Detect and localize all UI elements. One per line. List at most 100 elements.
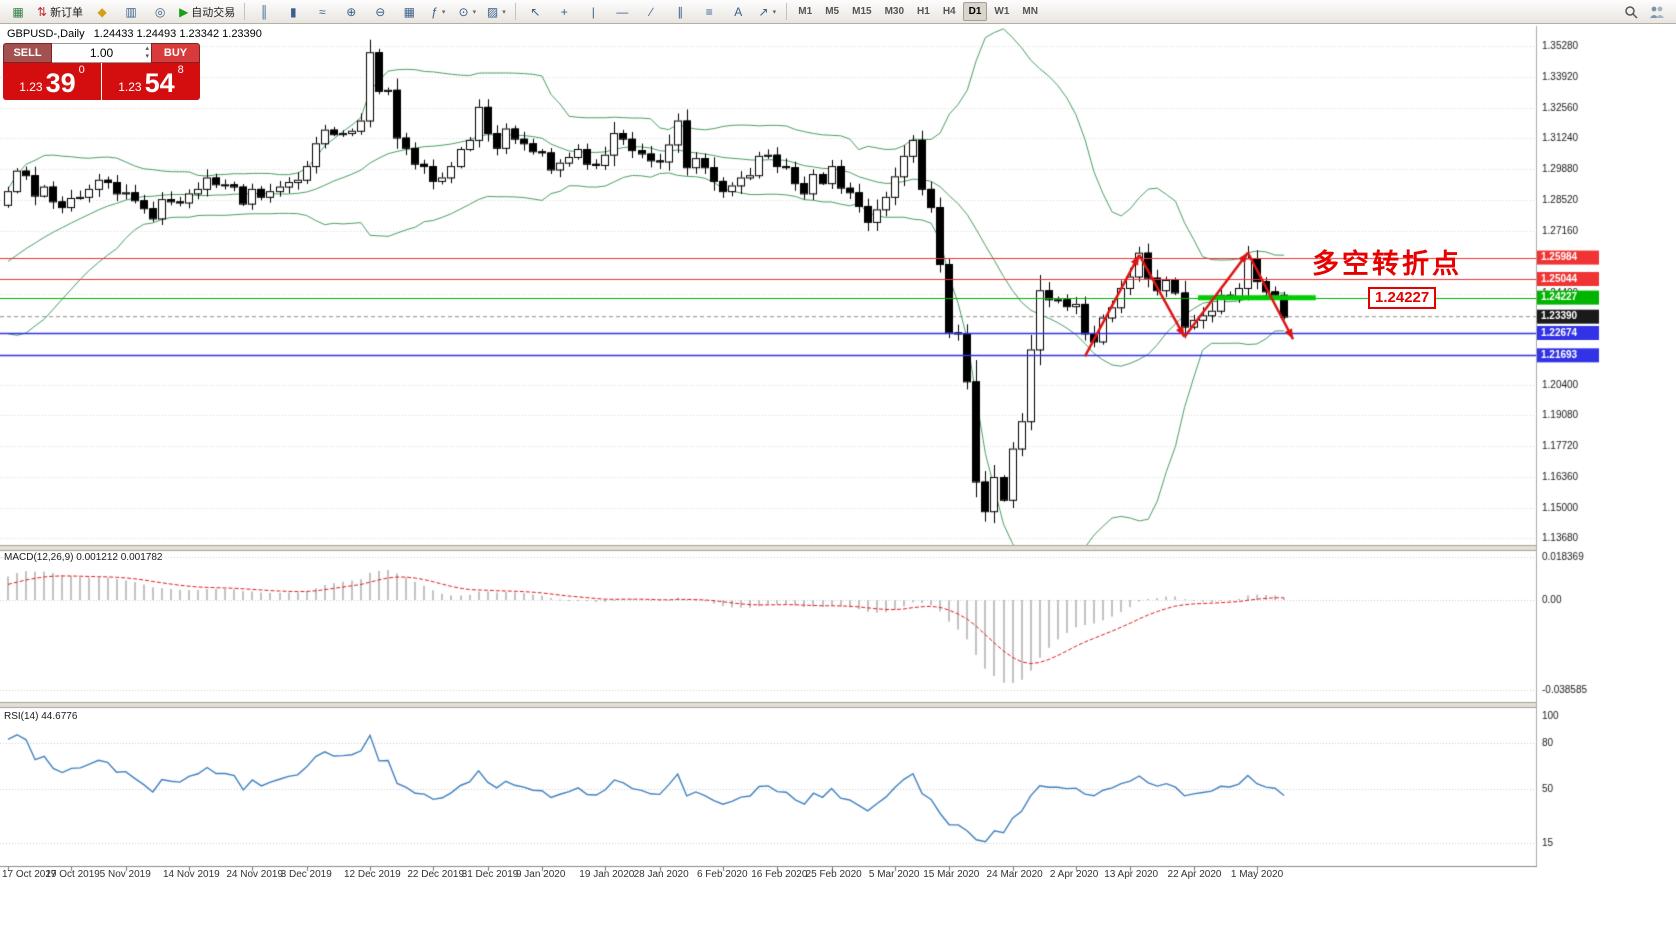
toolbar-separator <box>515 3 517 20</box>
toolbar-metaeditor-button[interactable]: ◆ <box>88 1 116 23</box>
toolbar-navigator-button[interactable]: ◎ <box>146 1 174 23</box>
cursor-icon: ↖ <box>530 4 541 19</box>
autotrading-label: 自动交易 <box>191 6 236 19</box>
volume-spinner[interactable]: ▴ ▾ <box>145 45 149 61</box>
macd-indicator-label: MACD(12,26,9) 0.001212 0.001782 <box>4 552 163 563</box>
indicators-icon: ƒ <box>431 4 438 19</box>
time-axis[interactable]: 17 Oct 2019 27 Oct 2019 5 Nov 2019 14 Nov 2… <box>0 869 1676 883</box>
toolbar-left-group: ▦ ⇅ 新订单 ◆ ▥ ◎ ▶ 自动交易 <box>4 1 239 23</box>
community-icon <box>1650 6 1664 18</box>
timeframe-m15-button[interactable]: M15 <box>852 6 872 17</box>
toolbar-equidistant-channel-button[interactable]: ∥ <box>666 1 694 23</box>
tile-windows-icon: ▦ <box>403 4 415 19</box>
navigator-icon: ◎ <box>154 4 166 19</box>
volume-value: 1.00 <box>89 46 114 60</box>
timeframe-mn-button[interactable]: MN <box>1022 6 1038 17</box>
date-label: 24 Mar 2020 <box>986 869 1043 880</box>
sell-button[interactable]: SELL <box>3 43 52 63</box>
toolbar-crosshair-button[interactable]: + <box>550 1 578 23</box>
timeframe-d1-button[interactable]: D1 <box>962 2 988 21</box>
text-icon: A <box>734 4 743 19</box>
search-icon <box>1625 5 1638 19</box>
volume-input[interactable]: 1.00 ▴ ▾ <box>52 43 151 63</box>
date-label: 1 May 2020 <box>1230 869 1284 880</box>
timeframe-m1-button[interactable]: M1 <box>798 6 813 17</box>
periods-caret-icon: ▾ <box>472 8 477 16</box>
date-label: 22 Dec 2019 <box>407 869 465 880</box>
price-callout-box: 1.24227 <box>1368 287 1437 309</box>
toolbar-periods-button[interactable]: ⊙ ▾ <box>453 1 481 23</box>
new-order-label: 新订单 <box>50 6 84 19</box>
toolbar-timeframe-group: M1 M5 M15 M30 H1 H4 D1 W1 MN <box>792 2 1044 21</box>
ask-pip-digit: 8 <box>177 64 184 76</box>
toolbar-new-chart-button[interactable]: ▦ <box>4 1 32 23</box>
date-label: 6 Feb 2020 <box>696 869 748 880</box>
toolbar-zoom-out-button[interactable]: ⊖ <box>366 1 394 23</box>
templates-icon: ▨ <box>486 4 499 19</box>
date-label: 24 Nov 2019 <box>226 869 284 880</box>
buy-button[interactable]: BUY <box>151 43 200 63</box>
toolbar-arrows-button[interactable]: ↗ ▾ <box>753 1 781 23</box>
equidistant-channel-icon: ∥ <box>677 4 684 19</box>
timeframe-m30-button[interactable]: M30 <box>884 6 905 17</box>
toolbar-vertical-line-button[interactable]: | <box>579 1 607 23</box>
toolbar-horizontal-line-button[interactable]: — <box>608 1 636 23</box>
ask-prefix: 1.23 <box>118 80 142 94</box>
date-label: 15 Mar 2020 <box>923 869 980 880</box>
new-order-icon: ⇅ <box>37 4 48 19</box>
toolbar-templates-button[interactable]: ▨ ▾ <box>482 1 510 23</box>
zoom-out-icon: ⊖ <box>375 4 386 19</box>
date-label: 25 Feb 2020 <box>805 869 862 880</box>
toolbar-market-watch-button[interactable]: ▥ <box>117 1 145 23</box>
timeframe-m5-button[interactable]: M5 <box>825 6 840 17</box>
turning-point-annotation: 多空转折点 <box>1312 249 1462 279</box>
bid-price-panel[interactable]: 1.23 39 0 <box>3 63 101 100</box>
trendline-icon: ∕ <box>650 4 653 19</box>
toolbar-cursor-button[interactable]: ↖ <box>521 1 549 23</box>
date-label: 2 Apr 2020 <box>1049 869 1099 880</box>
toolbar-text-button[interactable]: A <box>724 1 752 23</box>
line-chart-icon: ≈ <box>319 4 326 19</box>
toolbar: ▦ ⇅ 新订单 ◆ ▥ ◎ ▶ 自动交易 ║ ▮ ≈ ⊕ ⊖ ▦ ƒ ▾ ⊙ ▾ ▨ ▾ ↖ + | — ∕ ∥ ≡ A ↗ ▾ M1… <box>0 0 1676 24</box>
date-label: 17 Oct 2019 <box>2 869 57 880</box>
toolbar-indicators-button[interactable]: ƒ ▾ <box>424 1 452 23</box>
timeframe-h1-button[interactable]: H1 <box>917 6 930 17</box>
rsi-indicator-label: RSI(14) 44.6776 <box>4 711 78 722</box>
toolbar-tile-windows-button[interactable]: ▦ <box>395 1 423 23</box>
toolbar-separator <box>244 3 246 20</box>
ohlc-values: 1.24433 1.24493 1.23342 1.23390 <box>93 28 262 40</box>
date-label: 5 Mar 2020 <box>868 869 920 880</box>
toolbar-autotrading-button[interactable]: ▶ 自动交易 <box>175 1 239 23</box>
autotrading-icon: ▶ <box>179 4 189 19</box>
date-label: 22 Apr 2020 <box>1167 869 1222 880</box>
timeframe-h4-button[interactable]: H4 <box>942 6 956 17</box>
timeframe-w1-button[interactable]: W1 <box>994 6 1010 17</box>
search-button[interactable] <box>1620 1 1642 23</box>
indicators-caret-icon: ▾ <box>441 8 446 16</box>
toolbar-fibonacci-button[interactable]: ≡ <box>695 1 723 23</box>
periods-icon: ⊙ <box>458 4 469 19</box>
date-label: 27 Oct 2019 <box>45 869 100 880</box>
date-label: 12 Dec 2019 <box>344 869 401 880</box>
date-label: 19 Jan 2020 <box>579 869 635 880</box>
ask-price-panel[interactable]: 1.23 54 8 <box>102 63 200 100</box>
toolbar-draw-group: ↖ + | — ∕ ∥ ≡ A ↗ ▾ <box>521 1 781 23</box>
toolbar-line-chart-button[interactable]: ≈ <box>308 1 336 23</box>
date-label: 31 Dec 2019 <box>461 869 519 880</box>
toolbar-trendline-button[interactable]: ∕ <box>637 1 665 23</box>
toolbar-zoom-in-button[interactable]: ⊕ <box>337 1 365 23</box>
horizontal-line-icon: — <box>616 4 629 19</box>
toolbar-candlestick-chart-button[interactable]: ▮ <box>279 1 307 23</box>
toolbar-new-order-button[interactable]: ⇅ 新订单 <box>33 1 87 23</box>
community-button[interactable] <box>1646 1 1668 23</box>
arrows-icon: ↗ <box>758 4 769 19</box>
date-label: 13 Apr 2020 <box>1104 869 1159 880</box>
date-label: 9 Jan 2020 <box>515 869 566 880</box>
toolbar-separator <box>786 3 788 20</box>
bid-big-digits: 39 <box>45 68 76 98</box>
date-label: 3 Dec 2019 <box>280 869 332 880</box>
date-label: 5 Nov 2019 <box>99 869 151 880</box>
spinner-up-icon: ▴ <box>145 45 149 52</box>
toolbar-bar-chart-button[interactable]: ║ <box>250 1 278 23</box>
